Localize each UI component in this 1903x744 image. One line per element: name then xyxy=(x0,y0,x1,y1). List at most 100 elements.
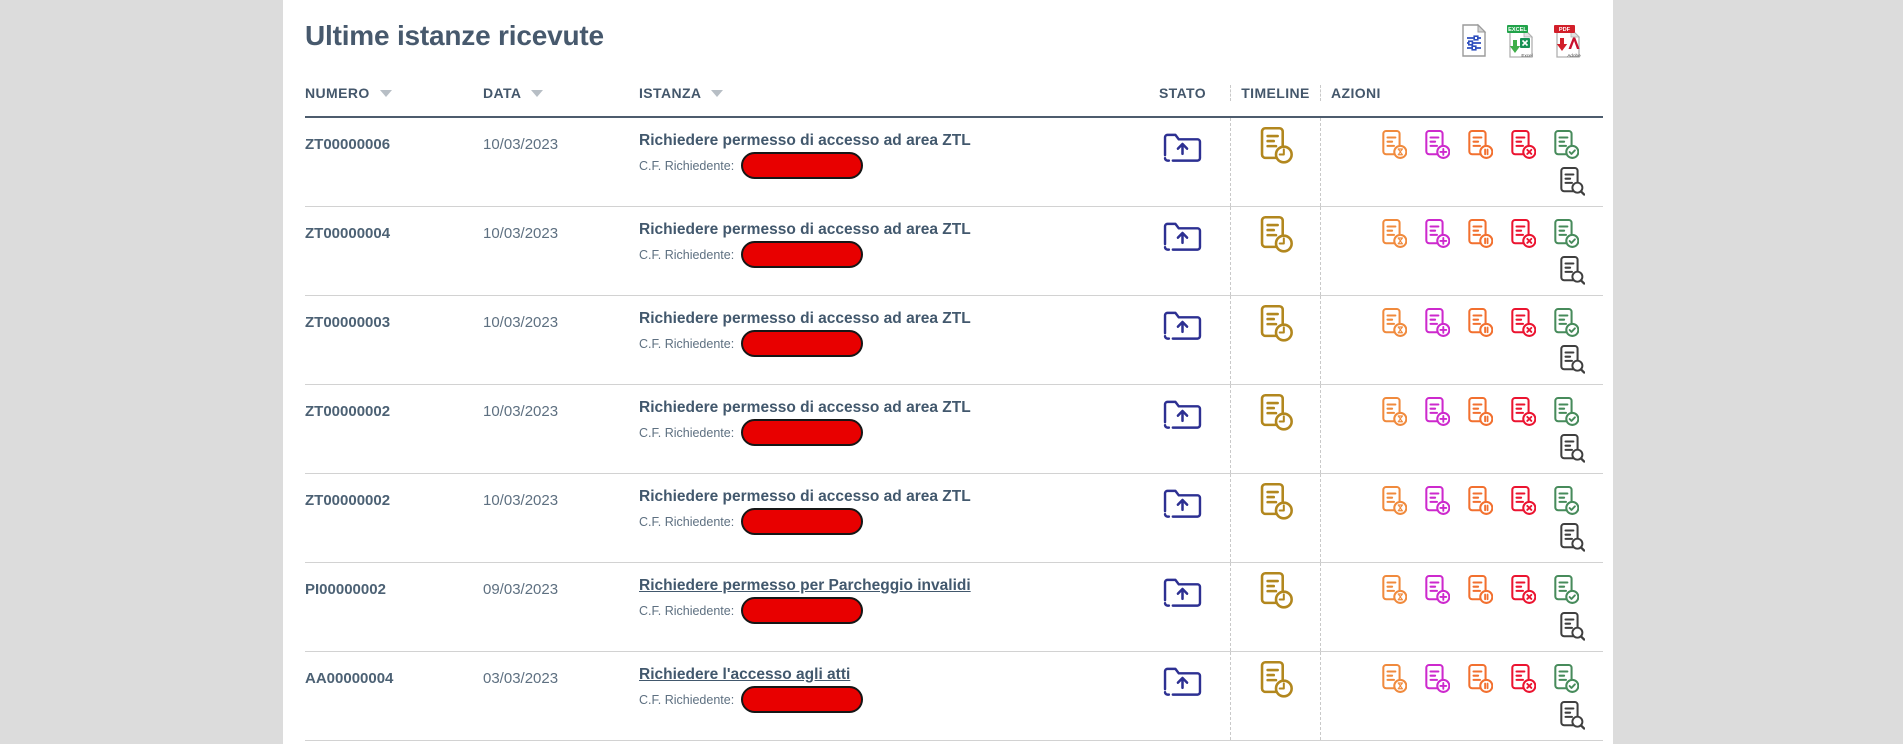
action-hourglass-icon[interactable] xyxy=(1381,663,1407,693)
table-row: PI00000002 09/03/2023 Richiedere permess… xyxy=(305,563,1603,652)
action-reject-icon[interactable] xyxy=(1510,485,1536,515)
table-header-row: NUMERO DATA ISTANZA STATO TIMELINE AZION… xyxy=(305,70,1603,118)
action-add-icon[interactable] xyxy=(1424,307,1450,337)
action-hourglass-icon[interactable] xyxy=(1381,307,1407,337)
cf-redaction xyxy=(741,152,864,179)
cell-numero[interactable]: ZT00000006 xyxy=(305,136,391,153)
action-add-icon[interactable] xyxy=(1424,574,1450,604)
istanza-link[interactable]: Richiedere permesso di accesso ad area Z… xyxy=(639,221,971,238)
action-buttons-secondary xyxy=(1559,344,1585,379)
sort-arrow-icon[interactable] xyxy=(531,89,544,97)
pdf-banner-label: PDF xyxy=(1559,27,1571,33)
istanza-link[interactable]: Richiedere permesso di accesso ad area Z… xyxy=(639,310,971,327)
action-reject-icon[interactable] xyxy=(1510,663,1536,693)
action-detail-icon[interactable] xyxy=(1559,700,1585,730)
cell-istanza: Richiedere permesso per Parcheggio inval… xyxy=(639,563,1135,651)
action-pause-icon[interactable] xyxy=(1467,307,1493,337)
extract-report-icon[interactable] xyxy=(1459,22,1489,59)
action-add-icon[interactable] xyxy=(1424,485,1450,515)
action-detail-icon[interactable] xyxy=(1559,255,1585,285)
cf-label: C.F. Richiedente: xyxy=(639,336,735,351)
cf-line: C.F. Richiedente: xyxy=(639,686,1135,713)
folder-upload-icon[interactable] xyxy=(1162,576,1203,609)
action-pause-icon[interactable] xyxy=(1467,396,1493,426)
istanza-link[interactable]: Richiedere permesso di accesso ad area Z… xyxy=(639,132,971,149)
sort-arrow-icon[interactable] xyxy=(711,89,724,97)
export-pdf-icon[interactable]: PDF Adobe xyxy=(1553,22,1583,59)
action-reject-icon[interactable] xyxy=(1510,574,1536,604)
timeline-clock-icon[interactable] xyxy=(1259,482,1293,520)
action-hourglass-icon[interactable] xyxy=(1381,218,1407,248)
action-approve-icon[interactable] xyxy=(1553,663,1579,693)
action-reject-icon[interactable] xyxy=(1510,218,1536,248)
action-hourglass-icon[interactable] xyxy=(1381,574,1407,604)
cf-label: C.F. Richiedente: xyxy=(639,158,735,173)
istanza-link[interactable]: Richiedere permesso per Parcheggio inval… xyxy=(639,577,971,594)
action-approve-icon[interactable] xyxy=(1553,129,1579,159)
timeline-clock-icon[interactable] xyxy=(1259,304,1293,342)
action-approve-icon[interactable] xyxy=(1553,218,1579,248)
action-detail-icon[interactable] xyxy=(1559,611,1585,641)
action-pause-icon[interactable] xyxy=(1467,129,1493,159)
action-detail-icon[interactable] xyxy=(1559,522,1585,552)
folder-upload-icon[interactable] xyxy=(1162,131,1203,164)
cell-numero[interactable]: AA00000004 xyxy=(305,670,394,687)
folder-upload-icon[interactable] xyxy=(1162,487,1203,520)
istanza-link[interactable]: Richiedere permesso di accesso ad area Z… xyxy=(639,399,971,416)
table-row: ZT00000002 10/03/2023 Richiedere permess… xyxy=(305,474,1603,563)
action-add-icon[interactable] xyxy=(1424,129,1450,159)
action-add-icon[interactable] xyxy=(1424,663,1450,693)
folder-upload-icon[interactable] xyxy=(1162,309,1203,342)
action-pause-icon[interactable] xyxy=(1467,663,1493,693)
folder-upload-icon[interactable] xyxy=(1162,398,1203,431)
action-pause-icon[interactable] xyxy=(1467,574,1493,604)
action-detail-icon[interactable] xyxy=(1559,344,1585,374)
column-header-data[interactable]: DATA xyxy=(483,85,639,101)
action-add-icon[interactable] xyxy=(1424,218,1450,248)
cell-stato xyxy=(1135,385,1230,473)
istanza-link[interactable]: Richiedere l'accesso agli atti xyxy=(639,666,851,683)
action-hourglass-icon[interactable] xyxy=(1381,485,1407,515)
column-header-istanza[interactable]: ISTANZA xyxy=(639,85,1135,101)
timeline-clock-icon[interactable] xyxy=(1259,393,1293,431)
action-detail-icon[interactable] xyxy=(1559,166,1585,196)
sort-arrow-icon[interactable] xyxy=(379,89,392,97)
action-approve-icon[interactable] xyxy=(1553,485,1579,515)
export-toolbar: EXCEL Excel PDF Adobe xyxy=(1459,22,1583,59)
timeline-clock-icon[interactable] xyxy=(1259,126,1293,164)
action-buttons-secondary xyxy=(1559,433,1585,468)
action-approve-icon[interactable] xyxy=(1553,307,1579,337)
action-hourglass-icon[interactable] xyxy=(1381,396,1407,426)
cell-numero[interactable]: ZT00000002 xyxy=(305,403,391,420)
action-pause-icon[interactable] xyxy=(1467,485,1493,515)
column-header-numero[interactable]: NUMERO xyxy=(305,85,483,101)
action-pause-icon[interactable] xyxy=(1467,218,1493,248)
action-add-icon[interactable] xyxy=(1424,396,1450,426)
timeline-clock-icon[interactable] xyxy=(1259,571,1293,609)
cell-numero[interactable]: ZT00000002 xyxy=(305,492,391,509)
timeline-clock-icon[interactable] xyxy=(1259,215,1293,253)
action-hourglass-icon[interactable] xyxy=(1381,129,1407,159)
folder-upload-icon[interactable] xyxy=(1162,665,1203,698)
cf-line: C.F. Richiedente: xyxy=(639,508,1135,535)
timeline-clock-icon[interactable] xyxy=(1259,660,1293,698)
action-reject-icon[interactable] xyxy=(1510,129,1536,159)
action-buttons xyxy=(1381,485,1579,515)
cell-azioni xyxy=(1320,474,1603,562)
action-approve-icon[interactable] xyxy=(1553,396,1579,426)
istanza-link[interactable]: Richiedere permesso di accesso ad area Z… xyxy=(639,488,971,505)
cell-numero[interactable]: ZT00000004 xyxy=(305,225,391,242)
cell-numero[interactable]: PI00000002 xyxy=(305,581,386,598)
cell-stato xyxy=(1135,652,1230,740)
column-label-numero: NUMERO xyxy=(305,85,370,101)
export-excel-icon[interactable]: EXCEL Excel xyxy=(1506,22,1536,59)
cf-line: C.F. Richiedente: xyxy=(639,241,1135,268)
action-reject-icon[interactable] xyxy=(1510,307,1536,337)
cf-label: C.F. Richiedente: xyxy=(639,514,735,529)
action-detail-icon[interactable] xyxy=(1559,433,1585,463)
column-label-istanza: ISTANZA xyxy=(639,85,702,101)
cell-numero[interactable]: ZT00000003 xyxy=(305,314,391,331)
folder-upload-icon[interactable] xyxy=(1162,220,1203,253)
action-approve-icon[interactable] xyxy=(1553,574,1579,604)
action-reject-icon[interactable] xyxy=(1510,396,1536,426)
